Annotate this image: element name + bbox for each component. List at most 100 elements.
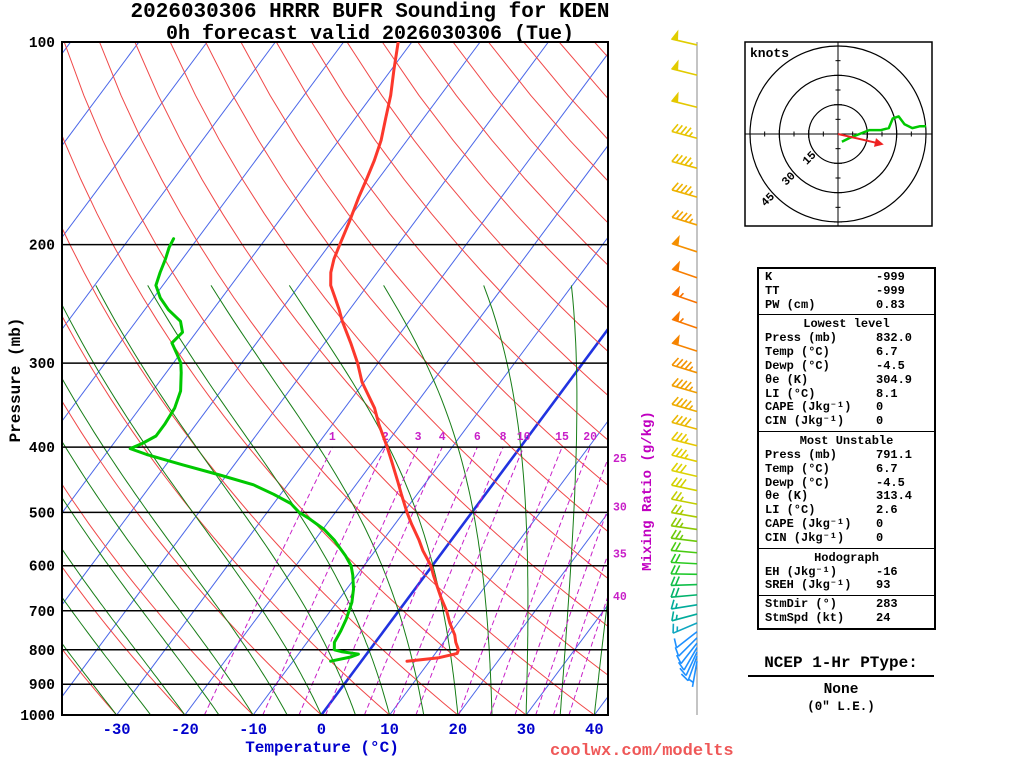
stat-row: CAPE (Jkg⁻¹) 0: [759, 401, 934, 415]
wind-barb: [670, 29, 698, 46]
temperature-trace: [329, 42, 460, 663]
isotherm-line: [116, 52, 608, 715]
barb-staff: [671, 469, 698, 478]
wind-barb: [671, 357, 698, 374]
wind-barb: [670, 59, 698, 76]
wind-barb: [670, 576, 698, 587]
wind-barb: [670, 599, 698, 610]
barb-feather: [674, 576, 680, 586]
wind-barb: [670, 587, 698, 598]
stat-row: PW (cm) 0.83: [759, 297, 934, 313]
pressure-tick-label: 500: [29, 506, 55, 522]
mixing-ratio-axis-label: Mixing Ratio (g/kg): [640, 411, 656, 571]
barb-staff: [671, 498, 698, 505]
barb-half-feather: [679, 292, 685, 298]
temperature-tick-label: 30: [517, 721, 536, 739]
hodograph-trace: [841, 115, 926, 143]
barb-half-feather: [688, 218, 694, 224]
dry-adiabat-line: [134, 42, 608, 628]
hodograph-ring: [808, 104, 868, 164]
wind-barb: [671, 377, 698, 394]
stat-label: CAPE (Jkg⁻¹): [765, 516, 852, 531]
barb-staff: [683, 647, 698, 671]
barb-feather: [674, 565, 681, 575]
ptype-block: NCEP 1-Hr PType: None (0" L.E.): [748, 654, 934, 714]
barb-feather: [675, 124, 683, 134]
barb-staff: [671, 421, 698, 430]
stat-value: 24: [876, 610, 891, 625]
wind-barb: [671, 310, 698, 329]
dry-adiabat-line: [346, 42, 608, 353]
stats-section: Most Unstable Press (mb) 791.1 Temp (°C) 6.7…: [759, 430, 934, 548]
isotherm-line: [62, 42, 276, 331]
barb-feather: [675, 397, 684, 407]
barb-feather: [679, 449, 688, 458]
barb-feather: [675, 358, 684, 367]
wind-barb: [670, 477, 698, 492]
barb-feather: [674, 587, 680, 598]
barb-staff: [671, 511, 698, 518]
stat-row: Temp (°C) 6.7: [759, 462, 934, 477]
stat-value: 93: [876, 578, 891, 593]
barb-staff: [671, 594, 698, 598]
pressure-tick-label: 300: [29, 357, 55, 373]
stat-row: EH (Jkg⁻¹) -16: [759, 565, 934, 580]
stat-value: 6.7: [876, 345, 898, 360]
stat-label: Dewp (°C): [765, 475, 830, 490]
barb-flag: [671, 260, 681, 272]
isotherm-line: [62, 42, 413, 514]
barb-feather: [680, 673, 689, 682]
wind-barb: [688, 661, 698, 687]
stat-row: TT -999: [759, 283, 934, 299]
barb-feather: [675, 154, 683, 164]
stat-row: Temp (°C) 6.7: [759, 345, 934, 360]
barb-feather: [675, 415, 683, 425]
wind-barb: [671, 153, 698, 169]
wind-barb: [671, 447, 698, 463]
barb-flag: [670, 59, 679, 71]
barb-feather: [679, 416, 688, 426]
moist-adiabat-line: [62, 440, 254, 715]
stat-row: SREH (Jkg⁻¹) 93: [759, 579, 934, 593]
moist-adiabat-line: [62, 496, 220, 715]
barb-feather: [684, 418, 692, 427]
barb-feather: [679, 478, 687, 488]
stats-section-title: Lowest level: [803, 317, 890, 332]
barb-feather: [670, 477, 678, 486]
isotherm-line: [252, 236, 608, 715]
stat-label: TT: [765, 283, 780, 298]
mixing-ratio-label: 15: [555, 431, 569, 444]
barb-feather: [680, 212, 688, 221]
temperature-tick-label: -10: [239, 721, 267, 739]
pressure-tick-label: 200: [29, 239, 55, 255]
stat-label: LI (°C): [765, 503, 816, 518]
stat-row: StmDir (°) 283: [759, 597, 934, 612]
stat-label: θe (K): [765, 372, 809, 387]
stat-value: -4.5: [876, 358, 905, 373]
barb-feather: [680, 399, 688, 408]
temperature-tick-label: -20: [171, 721, 199, 739]
temperature-tick-label: 0: [317, 721, 326, 739]
barb-flag: [670, 91, 679, 104]
barb-feather: [670, 587, 676, 598]
pressure-tick-label: 400: [29, 441, 55, 457]
mixing-ratio-line: [392, 447, 504, 715]
barb-flag: [671, 285, 681, 297]
wind-barb: [671, 123, 698, 140]
barb-feather: [671, 123, 679, 133]
pressure-tick-label: 800: [29, 644, 55, 660]
isotherm-line: [62, 42, 208, 239]
wind-barb: [670, 553, 698, 565]
barb-feather: [679, 433, 688, 443]
dry-adiabat-line: [62, 133, 527, 715]
stat-label: CIN (Jkg⁻¹): [765, 530, 845, 545]
stat-row: θe (K) 313.4: [759, 490, 934, 504]
barb-half-feather: [679, 496, 684, 502]
barb-staff: [671, 438, 698, 447]
temperature-tick-label: -30: [103, 721, 131, 739]
stat-label: PW (cm): [765, 297, 816, 312]
wind-barb: [672, 622, 698, 634]
barb-feather: [671, 377, 679, 387]
barb-half-feather: [688, 131, 694, 137]
barb-staff: [676, 631, 698, 649]
